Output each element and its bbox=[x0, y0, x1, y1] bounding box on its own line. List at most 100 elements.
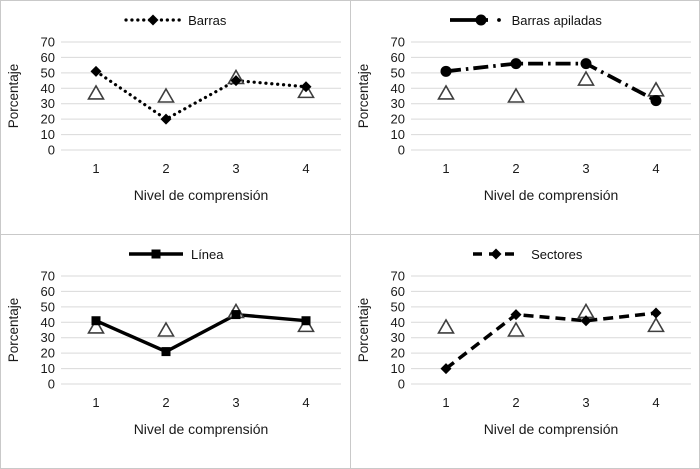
y-tick-label: 20 bbox=[390, 346, 404, 361]
legend-label: Barras apiladas bbox=[511, 12, 602, 28]
x-tick-label: 3 bbox=[582, 161, 589, 176]
y-tick-label: 60 bbox=[390, 50, 404, 65]
legend-line-sample bbox=[124, 14, 182, 26]
x-tick-label: 3 bbox=[582, 395, 589, 410]
x-tick-label: 3 bbox=[233, 161, 240, 176]
diamond-marker bbox=[490, 248, 502, 260]
x-tick-label: 2 bbox=[512, 161, 519, 176]
y-tick-label: 20 bbox=[41, 346, 55, 361]
circle-marker bbox=[650, 95, 662, 107]
y-tick-label: 70 bbox=[41, 35, 55, 50]
y-tick-label: 60 bbox=[390, 284, 404, 299]
square-marker bbox=[231, 310, 241, 320]
diamond-marker bbox=[90, 65, 102, 77]
legend-dot bbox=[496, 18, 501, 22]
diamond-marker bbox=[650, 307, 662, 319]
y-axis-title: Porcentaje bbox=[6, 64, 21, 129]
y-tick-label: 0 bbox=[48, 143, 55, 158]
y-tick-label: 60 bbox=[41, 284, 55, 299]
x-tick-label: 4 bbox=[652, 161, 659, 176]
x-tick-label: 1 bbox=[93, 395, 100, 410]
square-marker bbox=[161, 347, 171, 357]
legend-barras: Barras bbox=[124, 10, 226, 30]
chart-panel-linea: Línea 70 60 50 40 30 20 10 0 Porcentaje 1 2 3 4 Nivel… bbox=[1, 235, 350, 468]
y-tick-label: 0 bbox=[48, 377, 55, 392]
y-tick-label: 20 bbox=[41, 112, 55, 127]
y-tick-label: 0 bbox=[398, 143, 405, 158]
open-triangle-marker bbox=[157, 87, 176, 103]
x-tick-label: 2 bbox=[163, 161, 170, 176]
legend-label: Línea bbox=[190, 246, 224, 262]
y-tick-label: 10 bbox=[390, 127, 404, 142]
series-line bbox=[95, 312, 307, 354]
y-tick-label: 30 bbox=[41, 330, 55, 345]
legend-line-sample bbox=[473, 248, 520, 260]
open-triangle-marker bbox=[506, 321, 525, 337]
y-tick-label: 70 bbox=[41, 269, 55, 284]
x-tick-label: 2 bbox=[163, 395, 170, 410]
y-tick-label: 40 bbox=[390, 81, 404, 96]
y-tick-label: 30 bbox=[390, 330, 404, 345]
open-triangle-marker bbox=[87, 84, 106, 100]
series-line bbox=[94, 69, 308, 122]
legend-label: Sectores bbox=[531, 246, 583, 262]
series-line bbox=[445, 61, 657, 103]
y-tick-label: 40 bbox=[390, 315, 404, 330]
circle-marker bbox=[475, 14, 487, 26]
circle-marker bbox=[510, 58, 522, 70]
open-triangle-marker bbox=[646, 316, 665, 333]
circle-marker bbox=[580, 58, 592, 70]
legend-barras-apiladas: Barras apiladas bbox=[448, 10, 602, 30]
x-tick-label: 4 bbox=[303, 395, 310, 410]
x-axis-title: Nivel de comprensión bbox=[483, 421, 618, 437]
open-triangle-marker bbox=[436, 84, 455, 100]
y-tick-label: 30 bbox=[390, 96, 404, 111]
open-triangle-marker bbox=[576, 70, 595, 86]
y-tick-label: 50 bbox=[41, 65, 55, 80]
chart-panel-barras-apiladas: Barras apiladas 70 60 50 40 30 20 10 0 Porcentaj… bbox=[350, 1, 699, 234]
y-tick-label: 10 bbox=[41, 127, 55, 142]
x-axis-title: Nivel de comprensión bbox=[134, 421, 269, 437]
series-line bbox=[444, 311, 656, 370]
x-tick-label: 4 bbox=[303, 161, 310, 176]
y-tick-label: 70 bbox=[390, 35, 404, 50]
open-triangle-marker bbox=[506, 87, 525, 103]
y-tick-label: 0 bbox=[398, 377, 405, 392]
legend-line-sample bbox=[128, 249, 183, 259]
y-tick-label: 40 bbox=[41, 315, 55, 330]
diamond-marker bbox=[300, 81, 312, 93]
legend-line-sample bbox=[449, 14, 501, 26]
open-triangle-marker bbox=[646, 81, 665, 97]
x-tick-label: 2 bbox=[512, 395, 519, 410]
diamond-marker bbox=[440, 363, 452, 375]
x-tick-label: 1 bbox=[442, 395, 449, 410]
y-tick-label: 10 bbox=[41, 361, 55, 376]
open-triangle-marker bbox=[436, 318, 455, 334]
diamond-marker bbox=[510, 309, 522, 321]
x-axis-title: Nivel de comprensión bbox=[134, 187, 269, 203]
open-triangle-marker bbox=[157, 321, 176, 337]
y-tick-label: 50 bbox=[390, 299, 404, 314]
circle-marker bbox=[440, 65, 452, 77]
y-axis-title: Porcentaje bbox=[356, 64, 371, 129]
y-tick-label: 10 bbox=[390, 361, 404, 376]
x-tick-label: 1 bbox=[442, 161, 449, 176]
chart-panel-barras: Barras 70 60 50 40 30 20 10 0 Porcentaje 1 2 3 4 Nive… bbox=[1, 1, 350, 234]
x-tick-label: 4 bbox=[652, 395, 659, 410]
y-axis-title: Porcentaje bbox=[6, 298, 21, 363]
diamond-marker bbox=[147, 14, 159, 26]
square-marker bbox=[91, 316, 101, 326]
x-axis-title: Nivel de comprensión bbox=[483, 187, 618, 203]
y-axis-title: Porcentaje bbox=[356, 298, 371, 363]
y-tick-label: 70 bbox=[390, 269, 404, 284]
chart-panel-sectores: Sectores 70 60 50 40 30 20 10 0 Porcentaje 1 2 3 4 Ni… bbox=[350, 235, 699, 468]
y-tick-label: 50 bbox=[390, 65, 404, 80]
x-tick-label: 3 bbox=[233, 395, 240, 410]
y-tick-label: 60 bbox=[41, 50, 55, 65]
y-tick-label: 40 bbox=[41, 81, 55, 96]
